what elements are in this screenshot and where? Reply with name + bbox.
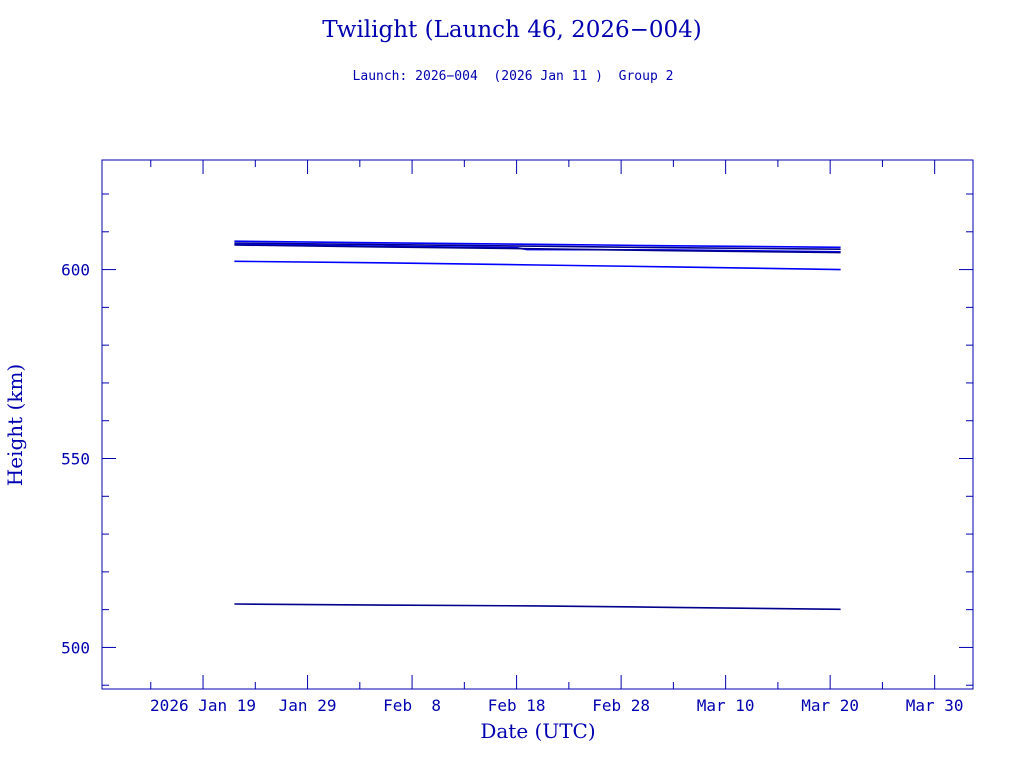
y-tick-label: 500 bbox=[61, 638, 90, 657]
y-tick-label: 600 bbox=[61, 261, 90, 280]
x-tick-label: Jan 29 bbox=[279, 696, 337, 715]
x-tick-label: Feb 18 bbox=[488, 696, 546, 715]
series-lines bbox=[234, 240, 841, 611]
x-tick-label: Mar 30 bbox=[906, 696, 964, 715]
y-tick-label: 550 bbox=[61, 450, 90, 469]
x-tick-label: 2026 Jan 19 bbox=[150, 696, 256, 715]
series-line bbox=[234, 240, 841, 249]
chart-title: Twilight (Launch 46, 2026−004) bbox=[322, 17, 702, 43]
chart-subtitle: Launch: 2026−004 (2026 Jan 11 ) Group 2 bbox=[353, 69, 674, 84]
series-line bbox=[234, 242, 841, 250]
x-axis-label: Date (UTC) bbox=[480, 719, 595, 743]
plot-frame bbox=[101, 159, 974, 690]
x-tick-label: Feb 28 bbox=[592, 696, 650, 715]
series-line bbox=[234, 603, 841, 611]
x-tick-label: Mar 20 bbox=[801, 696, 859, 715]
series-line bbox=[234, 260, 841, 271]
x-tick-labels: 2026 Jan 19 Jan 29 Feb 8 Feb 18 Feb 28 Mar 10… bbox=[150, 696, 964, 715]
x-tick-label: Feb 8 bbox=[383, 696, 441, 715]
y-axis-label: Height (km) bbox=[3, 364, 27, 486]
x-tick-label: Mar 10 bbox=[697, 696, 755, 715]
series-line bbox=[234, 244, 841, 254]
y-tick-labels: 500 550 600 bbox=[61, 261, 90, 658]
axis-ticks bbox=[102, 160, 973, 689]
